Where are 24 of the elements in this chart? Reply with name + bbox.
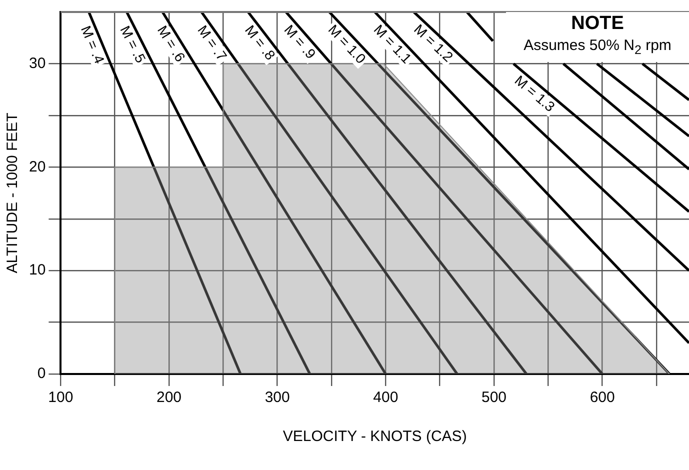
text: M = .7 [194, 22, 231, 64]
text: M = .5 [117, 23, 150, 66]
x-tick-label: 200 [156, 389, 182, 406]
annotation: Assumes 50% N$_{2}$ rpm [522, 36, 672, 59]
text: M = .6 [154, 22, 189, 65]
x-tick-label: 500 [481, 389, 507, 406]
y-tick-label: 30 [28, 54, 46, 72]
y-tick-label: 0 [37, 365, 46, 382]
y-tick-label: 20 [28, 158, 46, 176]
text: M = 1.3 [512, 72, 558, 115]
text: M = 1.2 [411, 20, 456, 65]
text: M = .9 [281, 22, 320, 62]
text: M = 1.1 [370, 21, 416, 67]
x-tick-label: 600 [590, 389, 615, 406]
text: M = .4 [78, 23, 108, 66]
text: M = 1.0 [325, 21, 370, 67]
x-tick-label: 100 [48, 389, 74, 406]
y-tick-label: 10 [28, 262, 46, 279]
y-axis-title: ALTITUDE - 1000 FEET [4, 112, 22, 274]
annotation: NOTE [570, 12, 625, 36]
text: M = .8 [242, 22, 279, 64]
x-tick-label: 400 [373, 389, 398, 406]
x-axis-title: VELOCITY - KNOTS (CAS) [282, 428, 467, 446]
x-tick-label: 300 [264, 389, 290, 406]
